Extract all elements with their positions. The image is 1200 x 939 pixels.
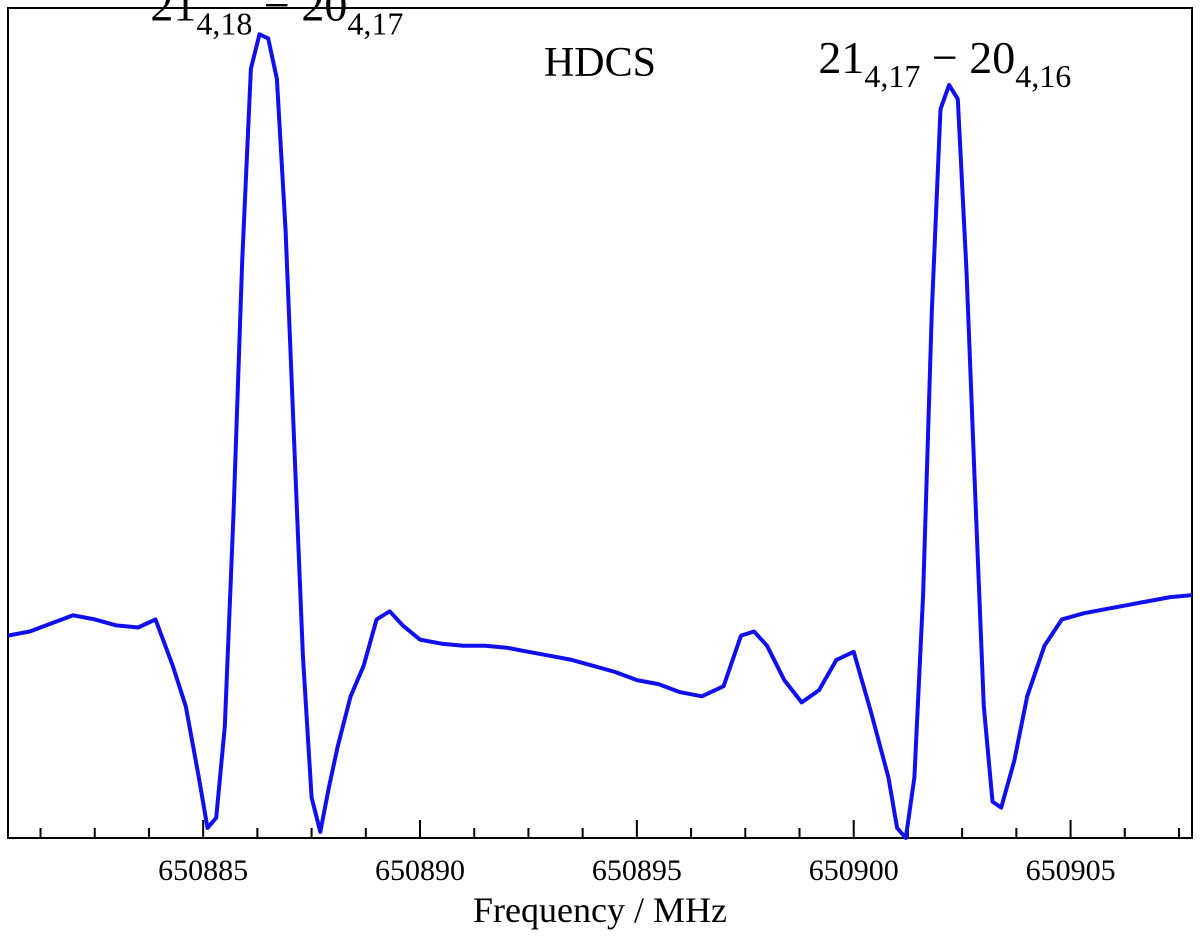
- plot-frame: [7, 7, 1193, 839]
- x-tick-label: 650905: [1026, 854, 1116, 887]
- x-tick-label: 650890: [375, 854, 465, 887]
- transition-label: 214,17 − 204,16: [818, 32, 1071, 94]
- transition-label: 214,18 − 204,17: [150, 0, 403, 41]
- x-tick-label: 650885: [158, 854, 248, 887]
- chart-title: HDCS: [544, 40, 656, 86]
- spectrum-line: [7, 32, 1193, 840]
- x-tick-label: 650900: [809, 854, 899, 887]
- x-axis-tick-labels: 650885 650890 650895 650900 650905: [158, 854, 1115, 887]
- transition-labels: 214,18 − 204,17 214,17 − 204,16: [150, 0, 1071, 94]
- x-axis-label: Frequency / MHz: [473, 890, 727, 930]
- x-tick-label: 650895: [592, 854, 682, 887]
